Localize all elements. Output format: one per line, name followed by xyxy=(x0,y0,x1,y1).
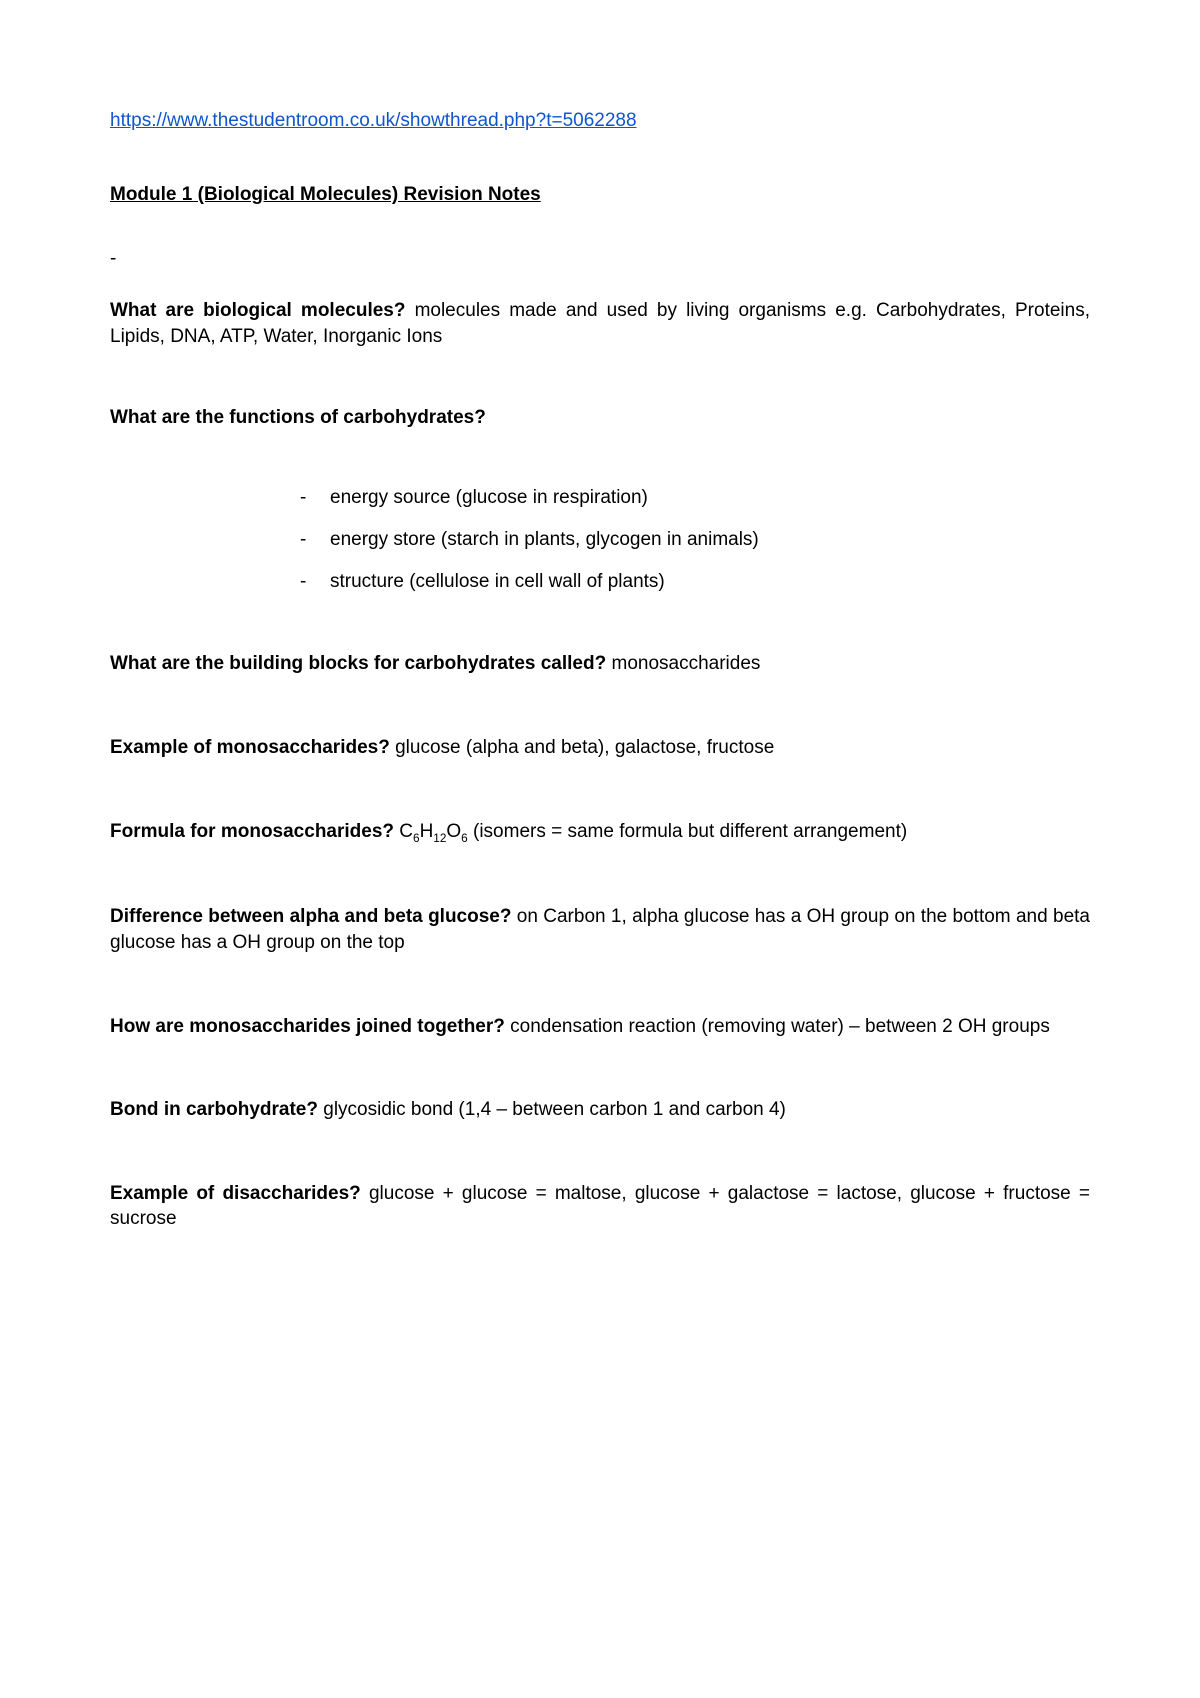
bullet-text: energy source (glucose in respiration) xyxy=(330,487,648,508)
answer-text: condensation reaction (removing water) –… xyxy=(505,1016,1050,1037)
bullet-text: energy store (starch in plants, glycogen… xyxy=(330,529,759,550)
formula-part: C xyxy=(394,821,413,842)
bullet-dash-icon: - xyxy=(300,571,330,593)
question-text: What are biological molecules? xyxy=(110,300,405,321)
qa-biological-molecules: What are biological molecules? molecules… xyxy=(110,298,1090,349)
formula-part: H xyxy=(420,821,434,842)
qa-alpha-beta-difference: Difference between alpha and beta glucos… xyxy=(110,904,1090,955)
answer-text: glucose (alpha and beta), galactose, fru… xyxy=(390,737,774,758)
qa-building-blocks: What are the building blocks for carbohy… xyxy=(110,651,1090,677)
list-item: -energy source (glucose in respiration) xyxy=(300,487,1090,509)
bullet-dash-icon: - xyxy=(300,487,330,509)
module-title: Module 1 (Biological Molecules) Revision… xyxy=(110,184,1090,206)
qa-functions-carbs: What are the functions of carbohydrates? xyxy=(110,407,1090,429)
question-text: Difference between alpha and beta glucos… xyxy=(110,906,511,927)
subscript: 12 xyxy=(433,831,446,844)
source-link[interactable]: https://www.thestudentroom.co.uk/showthr… xyxy=(110,110,637,132)
question-text: How are monosaccharides joined together? xyxy=(110,1016,505,1037)
question-text: Example of disaccharides? xyxy=(110,1183,361,1204)
list-item: -structure (cellulose in cell wall of pl… xyxy=(300,571,1090,593)
bullet-list: -energy source (glucose in respiration) … xyxy=(300,487,1090,593)
answer-text: glycosidic bond (1,4 – between carbon 1 … xyxy=(318,1099,786,1120)
document-page: https://www.thestudentroom.co.uk/showthr… xyxy=(0,0,1200,1332)
bullet-dash-icon: - xyxy=(300,529,330,551)
question-text: Bond in carbohydrate? xyxy=(110,1099,318,1120)
dash-separator: - xyxy=(110,248,1090,270)
question-text: Example of monosaccharides? xyxy=(110,737,390,758)
list-item: -energy store (starch in plants, glycoge… xyxy=(300,529,1090,551)
qa-formula: Formula for monosaccharides? C6H12O6 (is… xyxy=(110,819,1090,847)
qa-joining-monosaccharides: How are monosaccharides joined together?… xyxy=(110,1014,1090,1040)
formula-part: O xyxy=(446,821,461,842)
answer-text: (isomers = same formula but different ar… xyxy=(468,821,907,842)
bullet-text: structure (cellulose in cell wall of pla… xyxy=(330,571,665,592)
qa-bond-carbohydrate: Bond in carbohydrate? glycosidic bond (1… xyxy=(110,1097,1090,1123)
question-text: What are the building blocks for carbohy… xyxy=(110,653,606,674)
question-text: Formula for monosaccharides? xyxy=(110,821,394,842)
qa-disaccharide-examples: Example of disaccharides? glucose + gluc… xyxy=(110,1181,1090,1232)
qa-monosaccharide-examples: Example of monosaccharides? glucose (alp… xyxy=(110,735,1090,761)
answer-text: monosaccharides xyxy=(606,653,760,674)
